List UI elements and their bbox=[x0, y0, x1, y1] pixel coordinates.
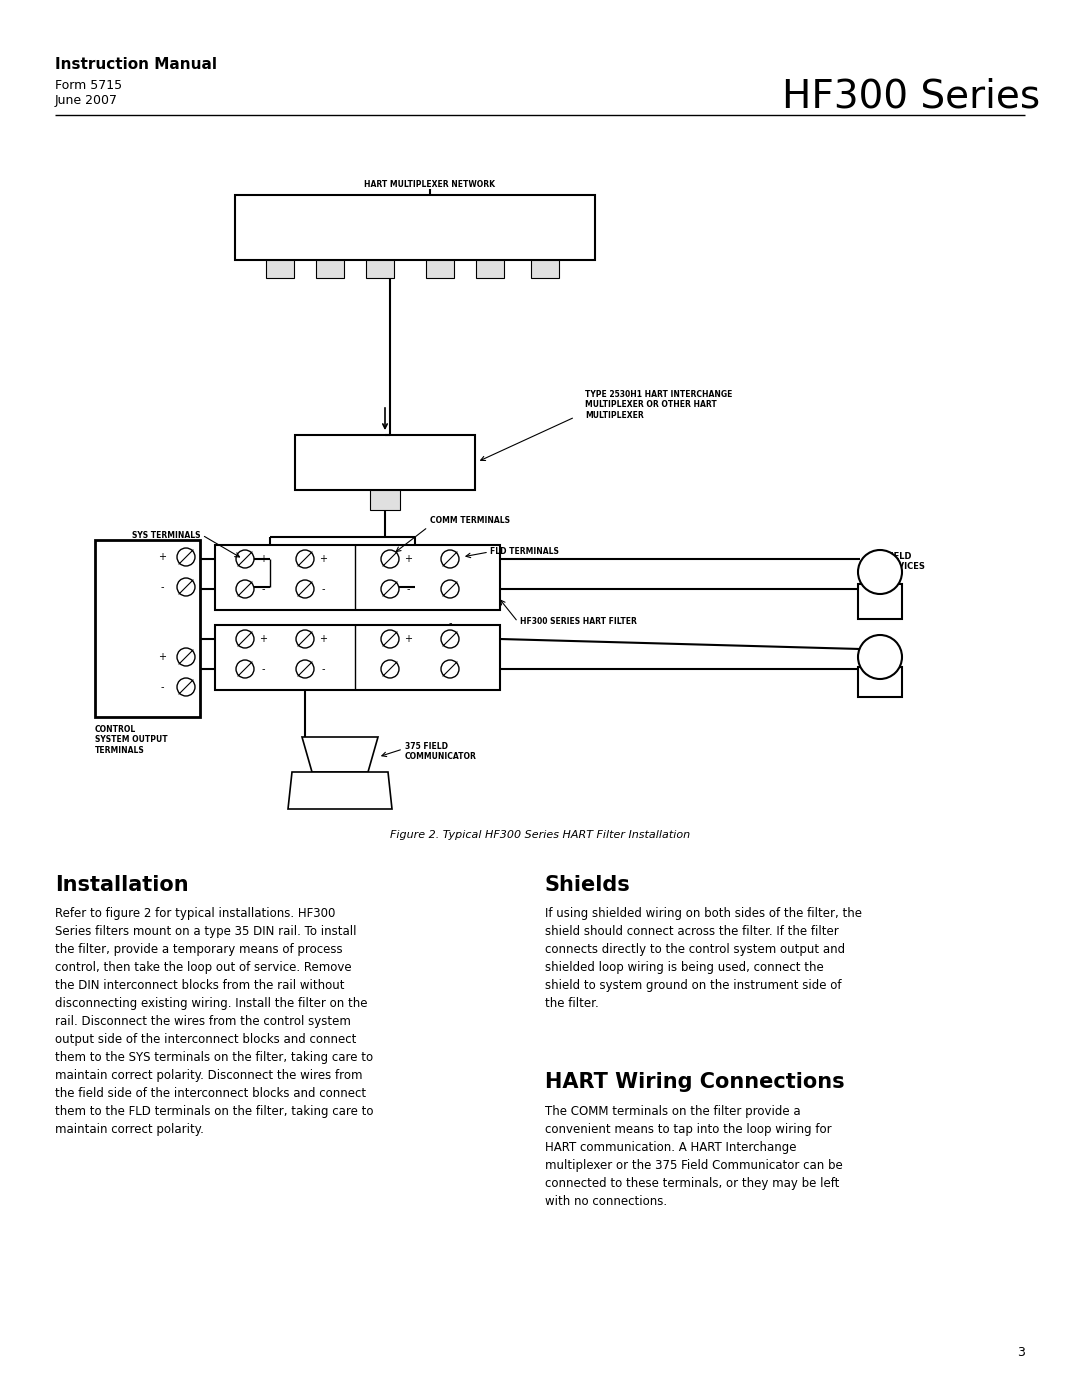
Text: FIELD
DEVICES: FIELD DEVICES bbox=[885, 552, 924, 571]
Text: Form 5715: Form 5715 bbox=[55, 80, 122, 92]
Circle shape bbox=[858, 550, 902, 594]
Bar bbox=[295, 434, 475, 490]
Circle shape bbox=[441, 550, 459, 569]
Text: +: + bbox=[404, 555, 411, 564]
Text: +: + bbox=[158, 652, 166, 662]
Bar bbox=[316, 260, 345, 278]
Circle shape bbox=[441, 659, 459, 678]
Text: -: - bbox=[406, 584, 409, 594]
Bar bbox=[266, 260, 294, 278]
Bar bbox=[370, 490, 400, 510]
Text: If using shielded wiring on both sides of the filter, the
shield should connect : If using shielded wiring on both sides o… bbox=[545, 907, 862, 1010]
Bar bbox=[858, 666, 902, 697]
Circle shape bbox=[177, 578, 195, 597]
Text: Shields: Shields bbox=[545, 875, 631, 895]
Text: HF300 SERIES HART FILTER: HF300 SERIES HART FILTER bbox=[519, 617, 637, 626]
Circle shape bbox=[177, 648, 195, 666]
Circle shape bbox=[858, 636, 902, 679]
Circle shape bbox=[177, 678, 195, 696]
Text: Installation: Installation bbox=[55, 875, 189, 895]
Text: Refer to figure 2 for typical installations. HF300
Series filters mount on a typ: Refer to figure 2 for typical installati… bbox=[55, 907, 374, 1136]
Bar bbox=[215, 545, 500, 610]
Text: -: - bbox=[261, 664, 265, 673]
Polygon shape bbox=[288, 773, 392, 809]
Circle shape bbox=[296, 550, 314, 569]
Bar bbox=[95, 541, 200, 717]
Bar bbox=[235, 196, 595, 260]
Text: SYS TERMINALS: SYS TERMINALS bbox=[132, 531, 200, 539]
Text: COMM TERMINALS: COMM TERMINALS bbox=[430, 515, 510, 525]
Text: +: + bbox=[319, 634, 327, 644]
Text: -: - bbox=[321, 584, 325, 594]
Text: The COMM terminals on the filter provide a
convenient means to tap into the loop: The COMM terminals on the filter provide… bbox=[545, 1105, 842, 1208]
Circle shape bbox=[237, 630, 254, 648]
Text: June 2007: June 2007 bbox=[55, 94, 118, 108]
Circle shape bbox=[237, 580, 254, 598]
Bar bbox=[426, 260, 454, 278]
Text: TYPE 2530H1 HART INTERCHANGE
MULTIPLEXER OR OTHER HART
MULTIPLEXER: TYPE 2530H1 HART INTERCHANGE MULTIPLEXER… bbox=[585, 390, 732, 420]
Text: Figure 2. Typical HF300 Series HART Filter Installation: Figure 2. Typical HF300 Series HART Filt… bbox=[390, 830, 690, 840]
Text: +: + bbox=[259, 634, 267, 644]
Text: -: - bbox=[261, 584, 265, 594]
Bar bbox=[531, 260, 559, 278]
Text: 375 FIELD
COMMUNICATOR: 375 FIELD COMMUNICATOR bbox=[405, 742, 477, 761]
Circle shape bbox=[237, 550, 254, 569]
Bar bbox=[858, 584, 902, 619]
Text: -: - bbox=[448, 617, 451, 629]
Circle shape bbox=[381, 550, 399, 569]
Text: HART Wiring Connections: HART Wiring Connections bbox=[545, 1071, 845, 1092]
Text: +: + bbox=[259, 555, 267, 564]
Circle shape bbox=[381, 659, 399, 678]
Bar bbox=[366, 260, 394, 278]
Circle shape bbox=[177, 548, 195, 566]
Bar bbox=[476, 260, 504, 278]
Text: +: + bbox=[404, 634, 411, 644]
Bar bbox=[215, 624, 500, 690]
Circle shape bbox=[296, 580, 314, 598]
Circle shape bbox=[237, 659, 254, 678]
Text: 3: 3 bbox=[1017, 1345, 1025, 1359]
Circle shape bbox=[441, 580, 459, 598]
Text: +: + bbox=[319, 555, 327, 564]
Circle shape bbox=[381, 580, 399, 598]
Polygon shape bbox=[302, 738, 378, 773]
Text: -: - bbox=[160, 682, 164, 692]
Text: -: - bbox=[321, 664, 325, 673]
Circle shape bbox=[441, 630, 459, 648]
Circle shape bbox=[296, 630, 314, 648]
Text: Instruction Manual: Instruction Manual bbox=[55, 57, 217, 73]
Text: FLD TERMINALS: FLD TERMINALS bbox=[490, 548, 558, 556]
Text: -: - bbox=[160, 583, 164, 592]
Text: CONTROL
SYSTEM OUTPUT
TERMINALS: CONTROL SYSTEM OUTPUT TERMINALS bbox=[95, 725, 167, 754]
Circle shape bbox=[296, 659, 314, 678]
Circle shape bbox=[381, 630, 399, 648]
Text: HART MULTIPLEXER NETWORK: HART MULTIPLEXER NETWORK bbox=[365, 180, 496, 189]
Text: +: + bbox=[158, 552, 166, 562]
Text: HF300 Series: HF300 Series bbox=[782, 77, 1040, 115]
